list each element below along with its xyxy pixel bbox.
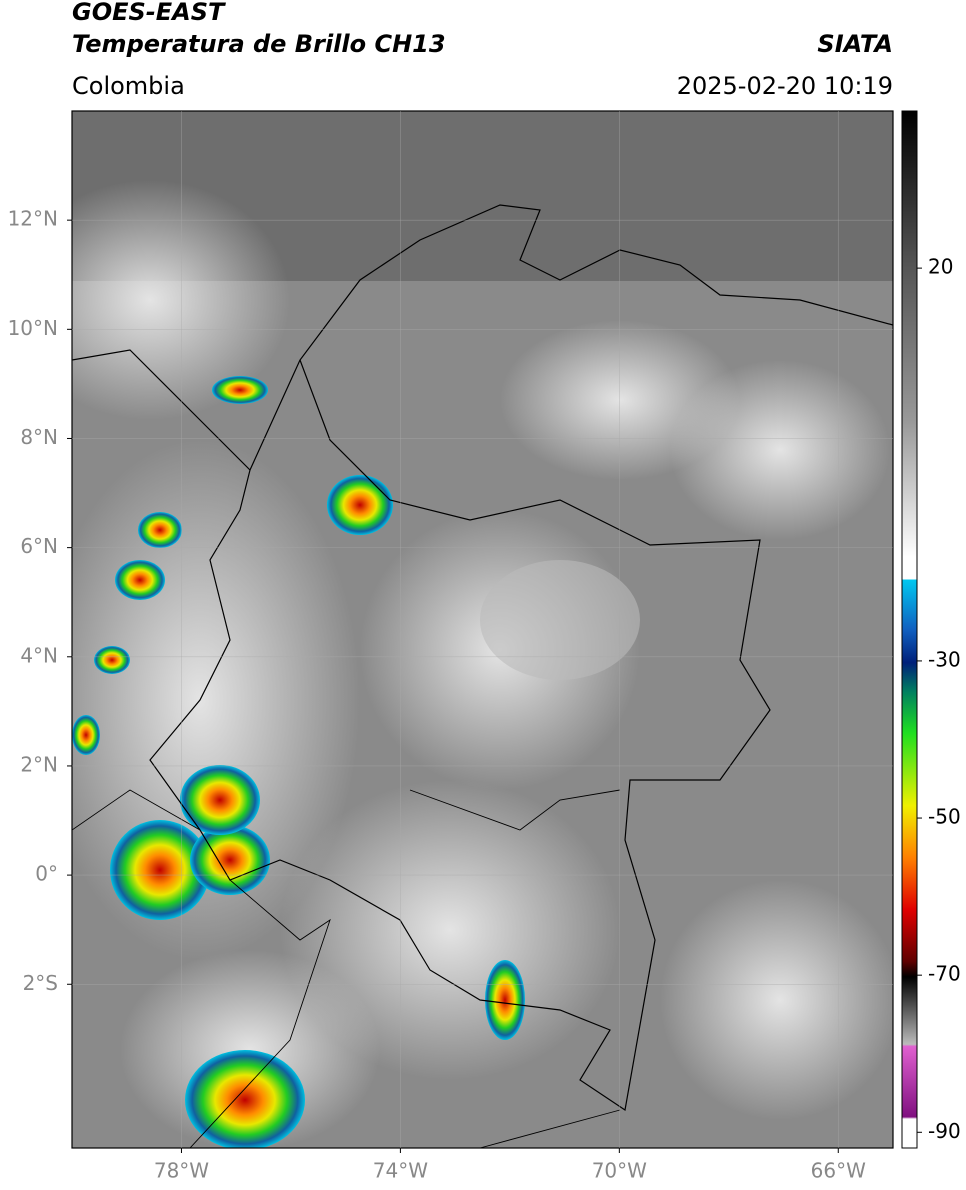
colorbar-tick-label: -30 bbox=[928, 647, 961, 671]
colorbar-tick-label: 20 bbox=[928, 255, 953, 279]
x-tick-label: 70°W bbox=[592, 1159, 647, 1183]
datetime: 2025-02-20 10:19 bbox=[677, 72, 893, 100]
y-tick-label: 2°N bbox=[20, 752, 58, 776]
region: Colombia bbox=[72, 72, 185, 100]
satellite-image bbox=[72, 111, 893, 1148]
y-tick-label: 2°S bbox=[23, 971, 58, 995]
y-tick-label: 12°N bbox=[8, 207, 58, 231]
y-tick-label: 0° bbox=[35, 862, 58, 886]
map-frame bbox=[71, 110, 894, 1149]
source: SIATA bbox=[817, 30, 893, 58]
x-tick-label: 74°W bbox=[373, 1159, 428, 1183]
y-tick-label: 8°N bbox=[20, 425, 58, 449]
subtitle: Temperatura de Brillo CH13 bbox=[72, 30, 446, 58]
title: GOES-EAST bbox=[72, 0, 226, 26]
y-tick-label: 4°N bbox=[20, 643, 58, 667]
y-tick-label: 6°N bbox=[20, 534, 58, 558]
y-tick-label: 10°N bbox=[8, 316, 58, 340]
x-tick-label: 78°W bbox=[154, 1159, 209, 1183]
x-tick-label: 66°W bbox=[811, 1159, 866, 1183]
colorbar-tick-label: -70 bbox=[928, 962, 961, 986]
colorbar-tick-label: -50 bbox=[928, 805, 961, 829]
colorbar-tick-label: -90 bbox=[928, 1119, 961, 1143]
colorbar bbox=[901, 110, 918, 1149]
